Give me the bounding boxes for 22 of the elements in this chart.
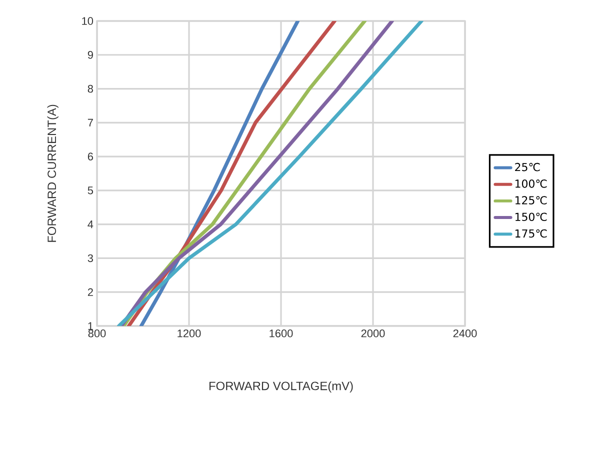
legend-label: 150℃	[515, 212, 547, 222]
y-axis-title: FORWARD CURRENT(A)	[47, 104, 58, 242]
x-tick-label: 1200	[178, 330, 201, 338]
y-tick-label: 10	[82, 17, 94, 25]
legend-label: 125℃	[515, 196, 547, 204]
legend-label: 175℃	[515, 229, 547, 238]
x-tick-label: 1600	[270, 330, 293, 338]
x-tick-label: 2400	[453, 330, 477, 338]
y-tick-label: 8	[88, 84, 94, 93]
y-tick-label: 9	[88, 51, 93, 59]
x-axis-title: FORWARD VOLTAGE(mV)	[209, 381, 353, 393]
y-tick-label: 3	[88, 254, 94, 262]
y-tick-label: 6	[88, 152, 94, 160]
x-tick-label: 2000	[361, 330, 385, 338]
legend-label: 25℃	[515, 162, 540, 172]
y-tick-label: 2	[88, 288, 93, 296]
y-tick-label: 7	[88, 118, 93, 126]
y-tick-label: 5	[88, 186, 94, 194]
y-tick-label: 1	[88, 322, 93, 330]
y-tick-label: 4	[88, 220, 94, 228]
legend-label: 100℃	[515, 180, 547, 188]
x-tick-label: 800	[88, 330, 106, 338]
